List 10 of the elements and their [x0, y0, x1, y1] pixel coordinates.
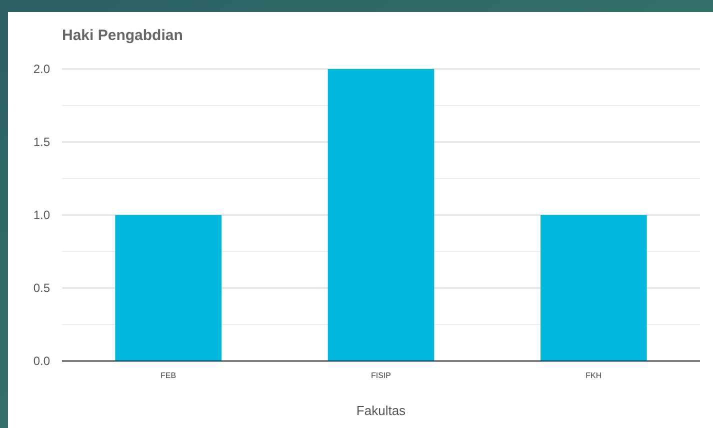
- y-tick-label: 0.0: [33, 354, 50, 368]
- y-tick-label: 1.0: [33, 208, 50, 222]
- x-tick-label: FISIP: [370, 371, 392, 380]
- x-tick-label: FEB: [160, 371, 176, 380]
- y-tick-label: 2.0: [33, 62, 50, 76]
- y-tick-label: 1.5: [33, 135, 50, 150]
- x-axis-title: Fakultas: [356, 403, 406, 418]
- x-tick-label: FKH: [586, 371, 602, 380]
- y-tick-label: 0.5: [33, 281, 50, 296]
- chart-title: Haki Pengabdian: [62, 27, 183, 44]
